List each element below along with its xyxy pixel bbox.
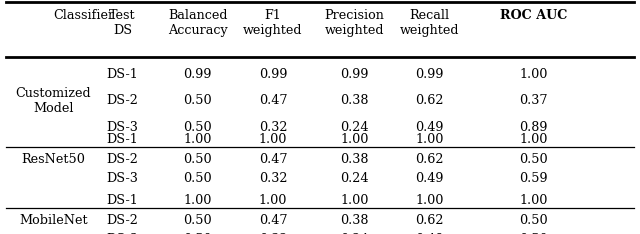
Text: 0.99: 0.99 [415, 68, 444, 81]
Text: 0.47: 0.47 [259, 214, 287, 227]
Text: 0.49: 0.49 [415, 121, 444, 134]
Text: 0.47: 0.47 [259, 153, 287, 166]
Text: 0.99: 0.99 [259, 68, 287, 81]
Text: 1.00: 1.00 [259, 133, 287, 146]
Text: Customized
Model: Customized Model [15, 87, 92, 115]
Text: 0.62: 0.62 [415, 153, 444, 166]
Text: 0.89: 0.89 [519, 121, 547, 134]
Text: 1.00: 1.00 [415, 133, 444, 146]
Text: 0.50: 0.50 [519, 214, 548, 227]
Text: 0.50: 0.50 [184, 153, 212, 166]
Text: 1.00: 1.00 [340, 133, 369, 146]
Text: DS-1: DS-1 [106, 68, 138, 81]
Text: 0.99: 0.99 [184, 68, 212, 81]
Text: 1.00: 1.00 [415, 194, 444, 207]
Text: Test
DS: Test DS [109, 9, 136, 37]
Text: Precision
weighted: Precision weighted [324, 9, 385, 37]
Text: DS-3: DS-3 [106, 233, 138, 234]
Text: 0.59: 0.59 [519, 172, 548, 185]
Text: 0.32: 0.32 [259, 172, 287, 185]
Text: 0.50: 0.50 [184, 95, 212, 107]
Text: 0.24: 0.24 [340, 121, 369, 134]
Text: DS-2: DS-2 [106, 95, 138, 107]
Text: MobileNet: MobileNet [19, 214, 88, 227]
Text: 0.50: 0.50 [184, 233, 212, 234]
Text: 0.50: 0.50 [519, 233, 548, 234]
Text: DS-2: DS-2 [106, 214, 138, 227]
Text: Recall
weighted: Recall weighted [400, 9, 460, 37]
Text: 1.00: 1.00 [184, 133, 212, 146]
Text: Classifier: Classifier [54, 9, 115, 22]
Text: DS-3: DS-3 [106, 172, 138, 185]
Text: 0.50: 0.50 [184, 121, 212, 134]
Text: DS-1: DS-1 [106, 133, 138, 146]
Text: 0.47: 0.47 [259, 95, 287, 107]
Text: 0.49: 0.49 [415, 233, 444, 234]
Text: F1
weighted: F1 weighted [243, 9, 303, 37]
Text: DS-3: DS-3 [106, 121, 138, 134]
Text: DS-1: DS-1 [106, 194, 138, 207]
Text: 0.32: 0.32 [259, 121, 287, 134]
Text: 1.00: 1.00 [340, 194, 369, 207]
Text: 0.24: 0.24 [340, 172, 369, 185]
Text: 0.62: 0.62 [415, 95, 444, 107]
Text: 0.32: 0.32 [259, 233, 287, 234]
Text: ROC AUC: ROC AUC [500, 9, 567, 22]
Text: 0.49: 0.49 [415, 172, 444, 185]
Text: DS-2: DS-2 [106, 153, 138, 166]
Text: 1.00: 1.00 [184, 194, 212, 207]
Text: 1.00: 1.00 [519, 194, 547, 207]
Text: Balanced
Accuracy: Balanced Accuracy [168, 9, 228, 37]
Text: 1.00: 1.00 [519, 133, 547, 146]
Text: 0.38: 0.38 [340, 214, 369, 227]
Text: 0.24: 0.24 [340, 233, 369, 234]
Text: 0.99: 0.99 [340, 68, 369, 81]
Text: 0.62: 0.62 [415, 214, 444, 227]
Text: 0.50: 0.50 [184, 214, 212, 227]
Text: 0.37: 0.37 [519, 95, 547, 107]
Text: 1.00: 1.00 [259, 194, 287, 207]
Text: 0.38: 0.38 [340, 95, 369, 107]
Text: 1.00: 1.00 [519, 68, 547, 81]
Text: 0.50: 0.50 [184, 172, 212, 185]
Text: 0.50: 0.50 [519, 153, 548, 166]
Text: ResNet50: ResNet50 [22, 153, 85, 166]
Text: 0.38: 0.38 [340, 153, 369, 166]
